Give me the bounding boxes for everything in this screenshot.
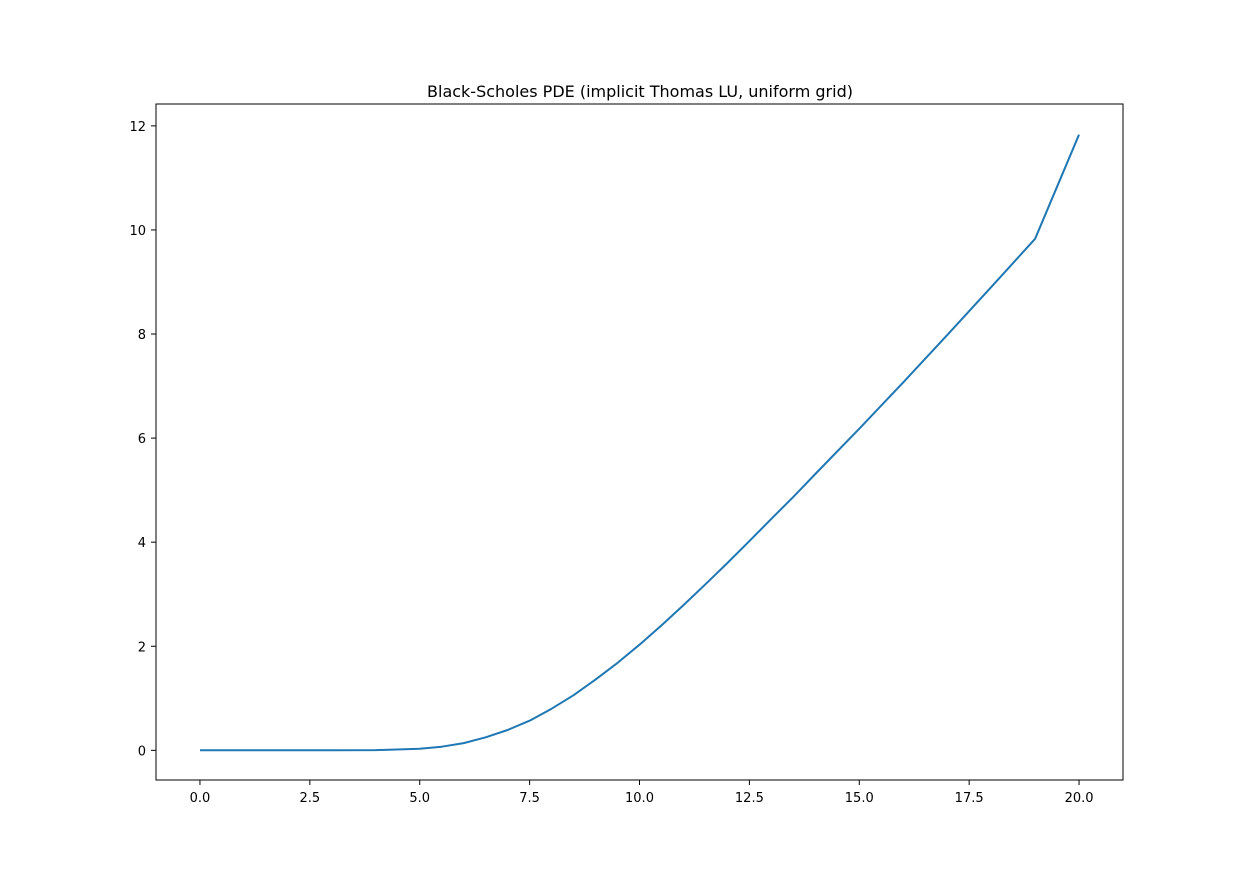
x-tick-label: 15.0 xyxy=(845,791,874,806)
x-tick-label: 17.5 xyxy=(955,791,984,806)
chart-title: Black-Scholes PDE (implicit Thomas LU, u… xyxy=(427,82,853,101)
x-tick-label: 5.0 xyxy=(409,791,430,806)
x-tick-label: 20.0 xyxy=(1065,791,1094,806)
y-axis-ticks: 0 2 4 6 8 10 12 xyxy=(129,120,156,759)
y-tick-label: 6 xyxy=(138,432,146,447)
x-tick-label: 7.5 xyxy=(519,791,540,806)
y-tick-label: 0 xyxy=(138,744,146,759)
series-layer xyxy=(200,134,1080,752)
plot-area-frame xyxy=(155,103,1124,781)
x-tick-label: 12.5 xyxy=(735,791,764,806)
x-axis-ticks: 0.0 2.5 5.0 7.5 10.0 12.5 15.0 17.5 20.0 xyxy=(190,780,1094,806)
series-line xyxy=(200,134,1080,752)
y-tick-label: 12 xyxy=(129,120,146,135)
x-tick-label: 10.0 xyxy=(625,791,654,806)
x-tick-label: 2.5 xyxy=(299,791,320,806)
x-tick-label: 0.0 xyxy=(190,791,211,806)
y-tick-label: 4 xyxy=(138,536,146,551)
y-tick-label: 8 xyxy=(138,328,146,343)
y-tick-label: 10 xyxy=(129,224,146,239)
y-tick-label: 2 xyxy=(138,640,146,655)
